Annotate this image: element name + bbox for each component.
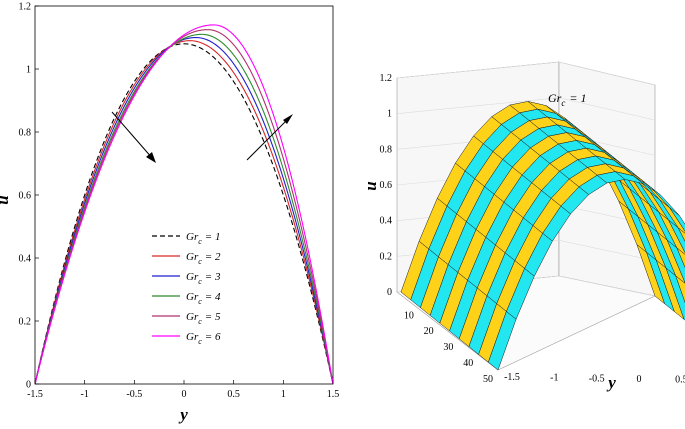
- surface-patch: [669, 207, 685, 232]
- surface-patch: [658, 212, 685, 255]
- surface-annotation: Grc = 1: [548, 91, 586, 108]
- surface: [400, 101, 685, 371]
- arrow-left: [111, 111, 156, 163]
- surface-x-tick: 20: [424, 326, 434, 337]
- surface-x-tick: 30: [443, 342, 453, 353]
- line-chart: -1.5 -1 -0.5 0 0.5 1 1.5 0 0.2 0.4 0.6 0.8 1 1.2 Grc =…: [0, 2, 339, 425]
- legend-entry: Grc = 5: [186, 311, 221, 326]
- x-tick-label: 0.5: [227, 389, 240, 400]
- series-line-2: [34, 40, 334, 385]
- surface-z-tick: 0: [387, 287, 392, 298]
- surface-z-tick: 0.8: [380, 144, 393, 155]
- surface-y-tick: -1: [550, 373, 558, 384]
- wall-gridline: [396, 97, 656, 121]
- surface-chart: 0 0.2 0.4 0.6 0.8 1 1.2 10 20 30 40 50 -1.5 -1 -0.5 0 0.…: [361, 61, 685, 392]
- legend-entry: Grc = 2: [186, 251, 221, 266]
- surface-x-tick: 50: [483, 374, 493, 385]
- surface-ticks: 0 0.2 0.4 0.6 0.8 1 1.2 10 20 30 40 50 -1.5 -1 -0.5 0 0.…: [380, 73, 685, 386]
- y-tick-label: 1.2: [19, 2, 32, 13]
- surface-z-tick: 1.2: [380, 73, 393, 84]
- surface-x-tick: 40: [463, 358, 473, 369]
- y-tick-label: 1: [26, 65, 31, 76]
- x-tick-label: -1.5: [27, 389, 43, 400]
- surface-z-tick: 0.6: [380, 180, 393, 191]
- y-tick-label: 0.8: [19, 128, 32, 139]
- legend-entry: Grc = 3: [186, 271, 221, 286]
- axis-ticks: -1.5 -1 -0.5 0 0.5 1 1.5 0 0.2 0.4 0.6 0.8 1 1.2: [19, 2, 340, 401]
- legend-entry: Grc = 4: [186, 291, 221, 306]
- x-tick-label: -1: [80, 389, 88, 400]
- x-tick-label: 1.5: [327, 389, 340, 400]
- legend-entry: Grc = 6: [186, 331, 221, 346]
- surface-z-tick: 1: [387, 109, 392, 120]
- y-tick-label: 0.6: [19, 191, 32, 202]
- legend: Grc = 1 Grc = 2 Grc = 3 Grc = 4 Grc = 5 Grc = 6: [152, 231, 221, 346]
- surface-patch: [676, 247, 685, 268]
- wall-gridline: [396, 61, 656, 86]
- surface-patch: [657, 232, 685, 284]
- legend-entry: Grc = 1: [186, 231, 220, 246]
- surface-patch: [659, 199, 685, 234]
- surface-patch: [668, 219, 685, 254]
- series-line-1: [34, 43, 334, 385]
- x-tick-label: 1: [281, 389, 286, 400]
- surface-x-tick: 10: [404, 310, 414, 321]
- surface-y-tick: -1.5: [504, 372, 520, 383]
- y-tick-label: 0.4: [19, 254, 32, 265]
- y-axis-label: u: [0, 195, 12, 204]
- surface-y-tick: 0.5: [675, 375, 685, 386]
- y-tick-label: 0: [26, 380, 31, 391]
- surface-y-tick: 0: [637, 374, 642, 385]
- series-line-4: [34, 33, 334, 385]
- surface-z-tick: 0.2: [380, 251, 393, 262]
- x-axis-label: y: [178, 405, 188, 424]
- curves: [34, 24, 334, 385]
- surface-patch: [675, 275, 685, 303]
- surface-z-label: u: [361, 181, 380, 190]
- series-line-3: [34, 36, 334, 385]
- surface-y-tick: -0.5: [589, 373, 605, 384]
- x-tick-label: -0.5: [126, 389, 142, 400]
- series-line-6: [34, 24, 334, 385]
- surface-patch: [665, 267, 685, 321]
- y-tick-label: 0.2: [19, 317, 32, 328]
- surface-patch: [666, 239, 685, 284]
- arrow-right: [246, 114, 293, 161]
- series-line-5: [34, 29, 334, 385]
- x-tick-label: 0: [182, 389, 187, 400]
- surface-z-tick: 0.4: [380, 216, 393, 227]
- surface-y-label: y: [606, 373, 616, 392]
